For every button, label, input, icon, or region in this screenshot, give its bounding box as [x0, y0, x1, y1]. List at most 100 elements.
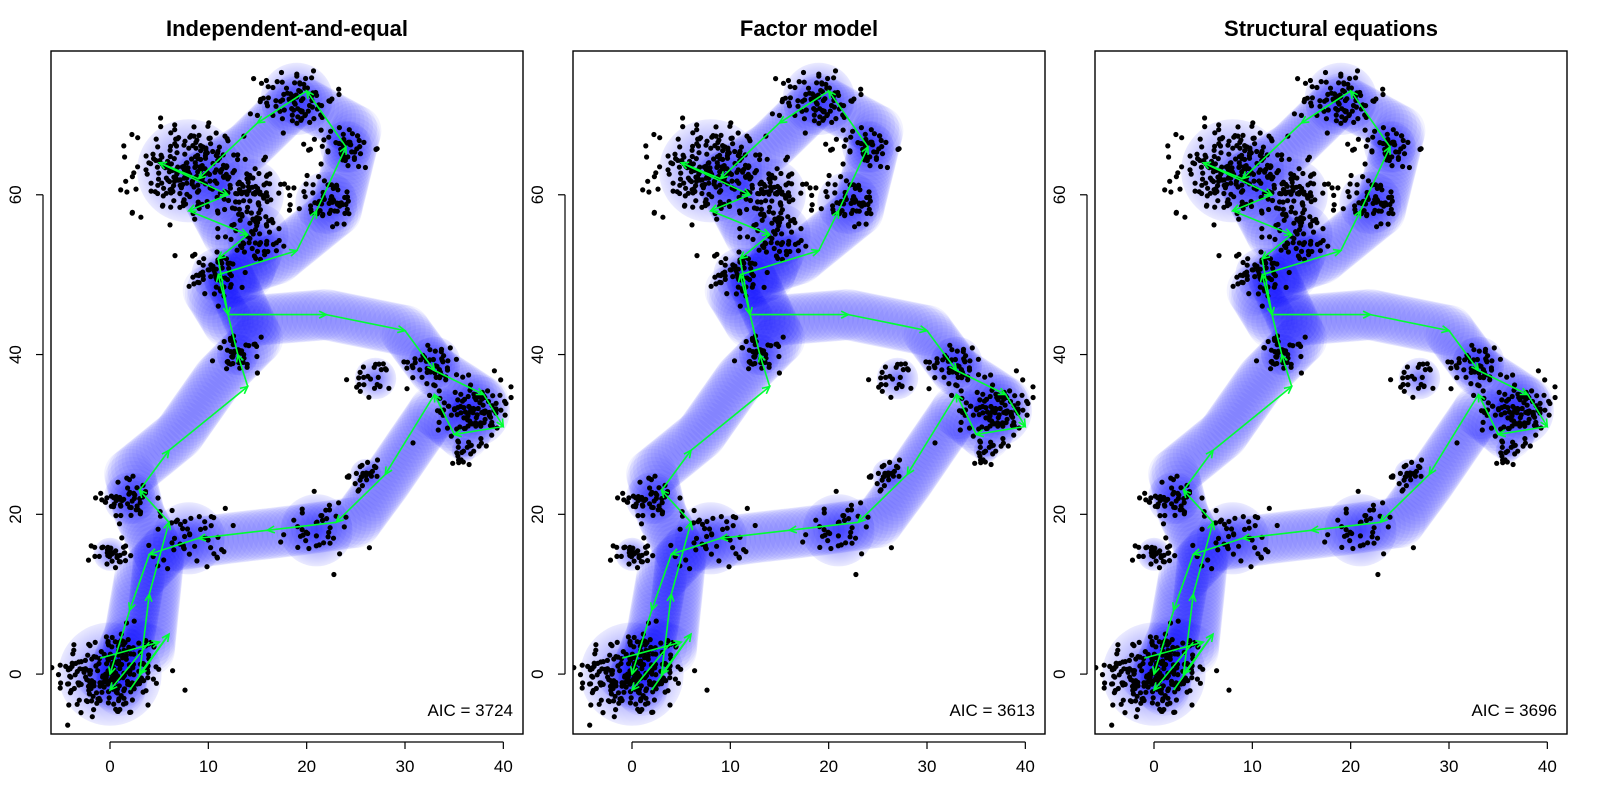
data-point	[680, 115, 686, 121]
arrow-shaft	[660, 449, 692, 491]
band-ellipse	[168, 387, 220, 440]
data-point	[880, 474, 886, 480]
data-point	[620, 490, 626, 496]
data-point	[341, 221, 347, 227]
cluster-blob	[1196, 502, 1269, 575]
data-point	[1246, 291, 1252, 297]
data-point	[1190, 652, 1196, 658]
arrow-shaft	[148, 522, 170, 595]
data-point	[1335, 517, 1341, 523]
data-point	[1246, 519, 1252, 525]
data-point	[1252, 514, 1258, 520]
data-point	[779, 216, 785, 222]
data-point	[1130, 687, 1136, 694]
data-point	[1233, 156, 1239, 162]
data-point	[1136, 553, 1142, 560]
data-point	[1173, 697, 1179, 703]
data-point	[988, 372, 994, 378]
band-ellipse	[734, 296, 786, 348]
data-point	[1167, 700, 1173, 706]
data-point	[677, 144, 683, 150]
data-point	[455, 439, 462, 445]
data-point	[1158, 708, 1164, 714]
data-point	[799, 98, 806, 104]
data-point	[980, 391, 986, 397]
data-point	[172, 253, 178, 259]
data-point	[210, 263, 216, 269]
data-point	[58, 680, 64, 686]
data-point	[117, 666, 123, 672]
data-point	[643, 695, 649, 701]
data-point	[735, 167, 741, 173]
band-ellipse	[912, 412, 964, 464]
band-ellipse	[231, 509, 284, 561]
data-point	[90, 693, 96, 699]
data-point	[976, 426, 982, 432]
data-point	[769, 220, 775, 226]
band-ellipse	[281, 290, 333, 342]
data-point	[841, 517, 848, 524]
y-tick-label: 40	[6, 345, 25, 364]
data-point	[230, 522, 236, 529]
arrow-shaft	[217, 234, 249, 260]
data-point	[682, 193, 688, 199]
data-point	[318, 513, 324, 519]
cluster-blob	[1324, 494, 1397, 567]
data-point	[266, 229, 273, 235]
data-point	[763, 249, 770, 255]
arrow-shaft	[660, 633, 692, 675]
data-point	[124, 189, 130, 195]
data-point	[313, 543, 319, 549]
band-ellipse	[1266, 510, 1318, 562]
data-point	[655, 186, 661, 192]
data-point	[321, 540, 327, 546]
data-point	[93, 495, 99, 501]
data-point	[614, 639, 620, 646]
band-ellipse	[704, 366, 756, 419]
band-ellipse	[664, 417, 716, 469]
data-point	[254, 112, 260, 118]
band-ellipse	[763, 508, 815, 560]
data-point	[208, 514, 214, 520]
data-point	[733, 291, 740, 297]
data-point	[367, 376, 374, 382]
data-point	[1177, 507, 1183, 513]
data-point	[1226, 687, 1232, 693]
data-point	[444, 367, 451, 373]
data-point	[708, 145, 714, 151]
data-point	[598, 697, 604, 703]
data-point	[692, 668, 698, 674]
data-point	[153, 680, 159, 686]
data-point	[113, 497, 119, 504]
data-point	[785, 214, 791, 220]
data-point	[217, 345, 224, 351]
arrow-shaft	[926, 330, 958, 371]
data-point	[87, 643, 93, 649]
data-point	[412, 356, 418, 362]
data-point	[1244, 262, 1250, 268]
data-point	[131, 686, 137, 692]
data-point	[1141, 683, 1147, 689]
data-point	[105, 640, 111, 646]
data-point	[276, 237, 282, 244]
data-point	[1095, 665, 1099, 671]
data-point	[1133, 714, 1139, 720]
data-point	[694, 127, 700, 133]
data-point	[265, 95, 271, 101]
data-point	[182, 533, 188, 540]
data-point	[618, 553, 624, 560]
data-point	[345, 198, 351, 204]
data-point	[729, 178, 735, 184]
band-ellipse	[1207, 394, 1259, 447]
data-point	[785, 77, 792, 84]
data-point	[827, 530, 833, 537]
band-ellipse	[729, 296, 781, 348]
data-point	[303, 75, 309, 82]
data-point	[1189, 702, 1195, 708]
data-point	[192, 160, 198, 166]
data-point	[167, 222, 173, 228]
data-point	[1230, 283, 1236, 289]
x-tick-label: 0	[627, 757, 636, 776]
data-point	[934, 360, 940, 366]
data-point	[447, 345, 453, 351]
